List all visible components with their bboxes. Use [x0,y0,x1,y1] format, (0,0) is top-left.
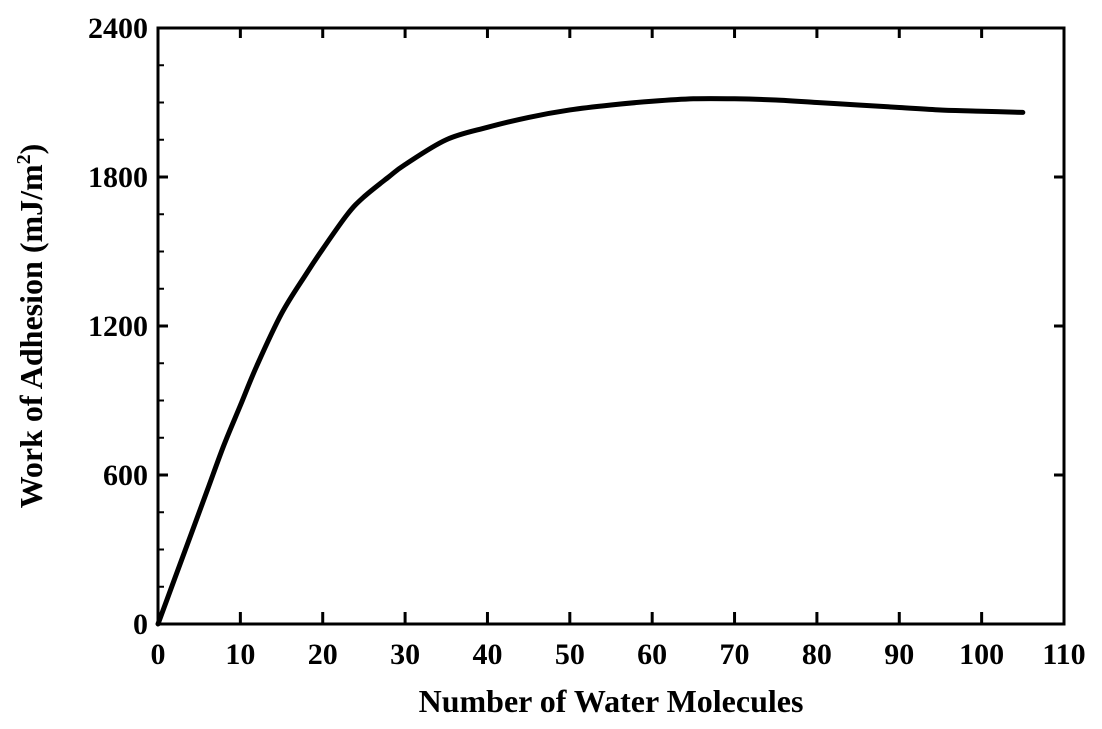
x-tick-label: 50 [555,638,585,671]
x-tick-label: 80 [802,638,832,671]
x-tick-label: 60 [637,638,667,671]
y-axis-ticks: 0 600 1200 1800 2400 [88,12,1064,641]
y-axis-title-close: ) [13,144,49,155]
y-tick-label: 1200 [88,310,148,343]
series-group [155,96,1026,627]
y-axis-title-main: Work of Adhesion (mJ/m [13,164,49,508]
y-axis-title-superscript: 2 [13,154,35,164]
plot-frame [156,26,1066,626]
x-tick-label: 110 [1042,638,1085,671]
y-tick-label: 600 [103,459,148,492]
y-tick-label: 1800 [88,161,148,194]
x-axis-ticks: 0 10 20 30 40 50 60 70 80 90 100 110 [151,28,1086,671]
x-tick-label: 30 [390,638,420,671]
x-tick-label: 100 [959,638,1004,671]
y-axis-title: Work of Adhesion (mJ/m2) [13,144,49,509]
x-tick-label: 40 [472,638,502,671]
x-tick-label: 70 [720,638,750,671]
series-line [155,96,1026,627]
x-axis-title: Number of Water Molecules [419,683,804,719]
y-tick-label: 2400 [88,12,148,45]
x-tick-label: 90 [884,638,914,671]
x-tick-label: 10 [225,638,255,671]
x-tick-label: 20 [308,638,338,671]
y-tick-label: 0 [133,608,148,641]
x-tick-label: 0 [151,638,166,671]
